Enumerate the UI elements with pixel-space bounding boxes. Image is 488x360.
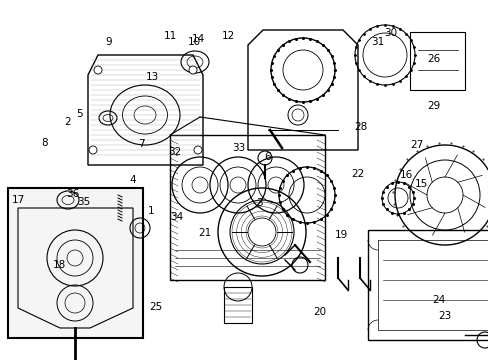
Text: 14: 14 bbox=[191, 33, 204, 44]
Text: 32: 32 bbox=[168, 147, 182, 157]
Text: 9: 9 bbox=[105, 37, 112, 48]
Text: 21: 21 bbox=[197, 228, 211, 238]
Text: 20: 20 bbox=[313, 307, 326, 318]
Text: 13: 13 bbox=[145, 72, 159, 82]
Text: 23: 23 bbox=[437, 311, 451, 321]
Bar bbox=[367, 230, 488, 340]
Circle shape bbox=[94, 66, 102, 74]
Text: 25: 25 bbox=[148, 302, 162, 312]
Text: 19: 19 bbox=[334, 230, 347, 240]
Bar bbox=[170, 135, 325, 280]
Text: 31: 31 bbox=[370, 37, 384, 48]
Text: 4: 4 bbox=[129, 175, 136, 185]
Circle shape bbox=[194, 146, 202, 154]
Bar bbox=[8, 188, 142, 338]
Text: 22: 22 bbox=[350, 168, 364, 179]
Text: 16: 16 bbox=[399, 170, 413, 180]
Text: 6: 6 bbox=[264, 152, 271, 162]
Circle shape bbox=[89, 146, 97, 154]
Text: 28: 28 bbox=[353, 122, 367, 132]
Text: 10: 10 bbox=[188, 37, 201, 48]
Text: 36: 36 bbox=[65, 189, 79, 199]
Text: 27: 27 bbox=[409, 140, 423, 150]
Text: 29: 29 bbox=[427, 101, 440, 111]
Text: 7: 7 bbox=[138, 139, 145, 149]
Circle shape bbox=[189, 66, 197, 74]
Text: 26: 26 bbox=[427, 54, 440, 64]
Bar bbox=[377, 240, 488, 330]
Text: 24: 24 bbox=[431, 294, 445, 305]
Text: 3: 3 bbox=[255, 198, 262, 208]
Text: 34: 34 bbox=[170, 212, 183, 222]
Text: 18: 18 bbox=[53, 260, 66, 270]
Bar bbox=[409, 32, 464, 90]
Text: 17: 17 bbox=[12, 195, 25, 205]
Text: 15: 15 bbox=[414, 179, 427, 189]
Text: 2: 2 bbox=[64, 117, 71, 127]
Text: 1: 1 bbox=[148, 206, 155, 216]
Text: 5: 5 bbox=[76, 109, 83, 120]
Text: 12: 12 bbox=[222, 31, 235, 41]
Text: 33: 33 bbox=[231, 143, 245, 153]
Text: 11: 11 bbox=[163, 31, 177, 41]
Bar bbox=[224, 287, 251, 323]
Text: 8: 8 bbox=[41, 138, 48, 148]
Text: 35: 35 bbox=[77, 197, 91, 207]
Text: 30: 30 bbox=[384, 28, 397, 38]
